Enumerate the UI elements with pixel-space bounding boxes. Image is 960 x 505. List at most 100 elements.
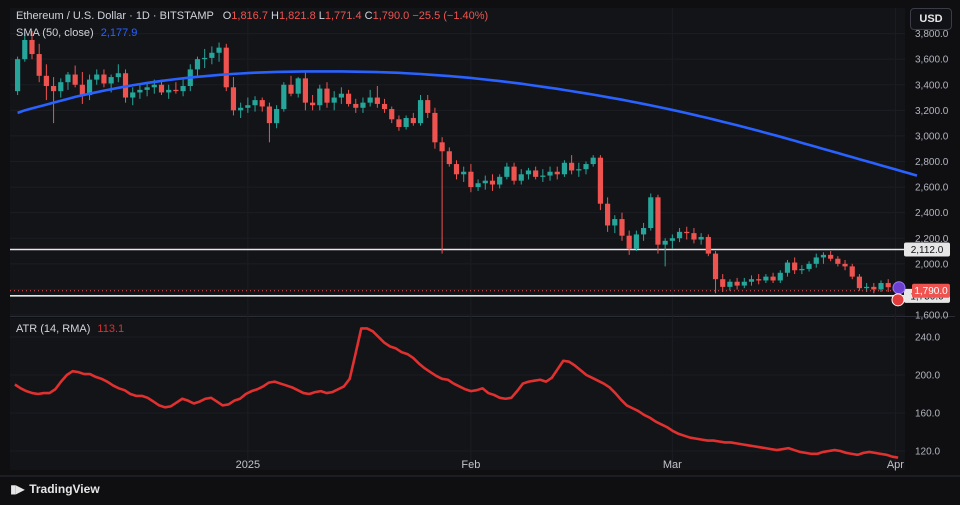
candle-body[interactable] (864, 286, 870, 289)
candle-body[interactable] (58, 82, 64, 92)
candle-body[interactable] (533, 170, 539, 177)
candle-body[interactable] (158, 84, 165, 93)
candle-body[interactable] (72, 74, 78, 85)
candle-body[interactable] (453, 164, 460, 175)
candle-body[interactable] (151, 84, 157, 88)
currency-button[interactable]: USD (910, 8, 952, 30)
candle-body[interactable] (367, 97, 373, 103)
candle-body[interactable] (101, 74, 107, 84)
candle-body[interactable] (705, 236, 711, 254)
candle-body[interactable] (317, 88, 323, 106)
candle-body[interactable] (338, 93, 344, 98)
candle-body[interactable] (648, 197, 654, 229)
candle-body[interactable] (43, 75, 49, 87)
candle-body[interactable] (144, 87, 150, 90)
candle-body[interactable] (396, 119, 402, 127)
candle-body[interactable] (446, 151, 452, 165)
candle-body[interactable] (173, 89, 179, 92)
candle-body[interactable] (29, 39, 35, 55)
candle-body[interactable] (792, 262, 798, 271)
sma-legend[interactable]: SMA (50, close) 2,177.9 (16, 27, 137, 39)
candle-body[interactable] (468, 171, 474, 188)
candle-body[interactable] (597, 157, 603, 204)
candle-body[interactable] (274, 109, 280, 124)
candle-body[interactable] (482, 180, 488, 184)
candle-body[interactable] (266, 106, 273, 124)
candle-body[interactable] (439, 142, 445, 152)
candle-body[interactable] (50, 86, 57, 92)
candle-body[interactable] (871, 286, 877, 290)
candle-body[interactable] (252, 100, 258, 106)
candle-body[interactable] (856, 276, 863, 289)
sma-line[interactable] (17, 70, 918, 177)
candle-body[interactable] (727, 281, 733, 287)
candle-body[interactable] (734, 281, 740, 286)
candle-body[interactable] (813, 257, 819, 264)
candle-body[interactable] (230, 87, 237, 111)
candle-body[interactable] (806, 263, 812, 269)
alert-icon[interactable] (892, 281, 906, 295)
candle-body[interactable] (36, 54, 42, 76)
candle-body[interactable] (518, 174, 524, 181)
candle-body[interactable] (137, 89, 143, 93)
candle-body[interactable] (15, 59, 21, 92)
candle-body[interactable] (461, 171, 467, 175)
candle-body[interactable] (525, 170, 532, 175)
flag-icon[interactable] (891, 293, 905, 307)
candle-body[interactable] (288, 84, 294, 94)
candle-body[interactable] (79, 84, 85, 95)
candle-body[interactable] (799, 268, 805, 271)
candle-body[interactable] (583, 164, 589, 170)
candle-body[interactable] (238, 107, 244, 111)
candle-body[interactable] (410, 118, 416, 124)
candle-body[interactable] (353, 103, 359, 108)
candle-body[interactable] (720, 279, 726, 287)
candle-body[interactable] (281, 84, 287, 110)
candle-body[interactable] (417, 100, 424, 124)
candle-body[interactable] (381, 103, 388, 110)
candle-body[interactable] (756, 279, 762, 281)
candle-body[interactable] (842, 263, 848, 267)
atr-legend[interactable]: ATR (14, RMA) 113.1 (16, 323, 124, 335)
candle-body[interactable] (245, 105, 251, 108)
candle-body[interactable] (403, 118, 409, 127)
candle-body[interactable] (511, 166, 517, 181)
candle-body[interactable] (65, 74, 71, 83)
candle-body[interactable] (777, 272, 783, 281)
candle-body[interactable] (504, 166, 510, 177)
candle-body[interactable] (640, 228, 647, 235)
candle-body[interactable] (849, 266, 855, 277)
candle-body[interactable] (374, 97, 380, 104)
candle-body[interactable] (770, 276, 776, 281)
candle-body[interactable] (302, 78, 308, 103)
candle-body[interactable] (655, 197, 661, 245)
candle-body[interactable] (324, 88, 330, 103)
candle-body[interactable] (676, 231, 683, 239)
candle-body[interactable] (108, 77, 114, 84)
candle-body[interactable] (784, 262, 791, 273)
candle-body[interactable] (835, 258, 841, 264)
candle-body[interactable] (691, 233, 697, 240)
candle-body[interactable] (698, 236, 704, 240)
candle-body[interactable] (223, 47, 229, 88)
candle-body[interactable] (389, 109, 395, 120)
candle-body[interactable] (22, 39, 28, 60)
candle-body[interactable] (820, 254, 827, 258)
candle-body[interactable] (684, 231, 690, 234)
candle-body[interactable] (576, 169, 582, 171)
candle-body[interactable] (259, 100, 265, 107)
candle-body[interactable] (475, 183, 481, 188)
candle-body[interactable] (569, 162, 575, 171)
candle-body[interactable] (345, 93, 352, 104)
candle-body[interactable] (828, 254, 834, 259)
candle-body[interactable] (432, 112, 438, 143)
candle-body[interactable] (115, 73, 121, 78)
candle-body[interactable] (360, 102, 366, 108)
candle-body[interactable] (626, 235, 632, 249)
candle-body[interactable] (94, 74, 100, 80)
candle-body[interactable] (633, 234, 639, 249)
candle-body[interactable] (194, 59, 201, 70)
candle-body[interactable] (295, 78, 301, 94)
candle-body[interactable] (712, 253, 719, 280)
